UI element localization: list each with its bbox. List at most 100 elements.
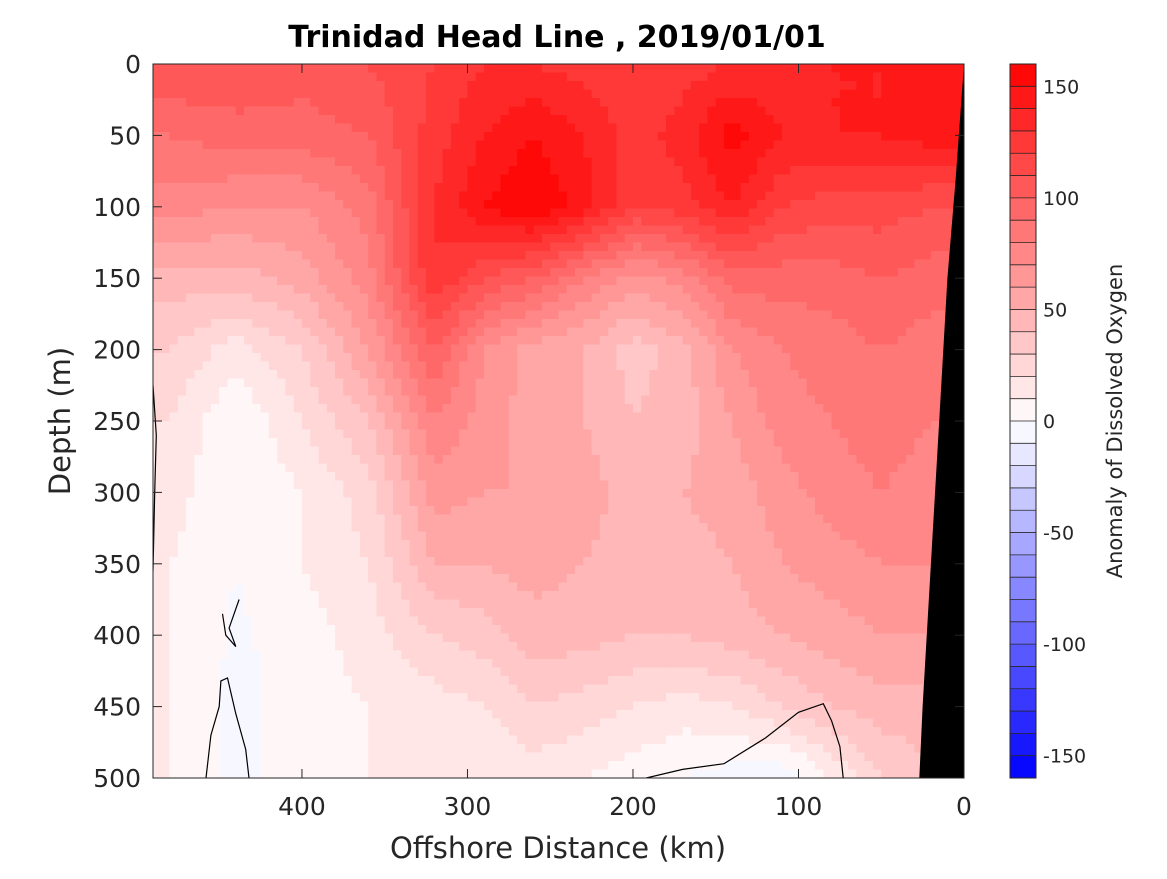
field-cell xyxy=(541,480,551,490)
field-cell xyxy=(856,472,866,482)
field-cell xyxy=(624,132,634,142)
field-cell xyxy=(740,98,750,108)
field-cell xyxy=(409,404,419,414)
field-cell xyxy=(732,327,742,337)
field-cell xyxy=(864,251,874,261)
field-cell xyxy=(260,353,270,363)
field-cell xyxy=(872,293,882,303)
field-cell xyxy=(310,429,320,439)
field-cell xyxy=(293,412,303,422)
field-cell xyxy=(872,81,882,91)
field-cell xyxy=(210,336,220,346)
field-cell xyxy=(525,421,535,431)
field-cell xyxy=(235,293,245,303)
field-cell xyxy=(649,157,659,167)
field-cell xyxy=(533,123,543,133)
field-cell xyxy=(831,455,841,465)
field-cell xyxy=(268,438,278,448)
field-cell xyxy=(798,166,808,176)
field-cell xyxy=(550,480,560,490)
field-cell xyxy=(533,259,543,269)
field-cell xyxy=(326,370,336,380)
field-cell xyxy=(715,387,725,397)
field-cell xyxy=(599,225,609,235)
field-cell xyxy=(823,234,833,244)
field-cell xyxy=(831,378,841,388)
field-cell xyxy=(500,293,510,303)
field-cell xyxy=(790,183,800,193)
field-cell xyxy=(467,293,477,303)
field-cell xyxy=(318,344,328,354)
field-cell xyxy=(235,81,245,91)
field-cell xyxy=(914,395,924,405)
field-cell xyxy=(674,404,684,414)
field-cell xyxy=(169,276,179,286)
field-cell xyxy=(922,123,932,133)
field-cell xyxy=(310,489,320,499)
field-cell xyxy=(227,149,237,159)
field-cell xyxy=(806,336,816,346)
field-cell xyxy=(310,149,320,159)
field-cell xyxy=(566,64,576,74)
field-cell xyxy=(186,166,195,176)
field-cell xyxy=(500,183,510,193)
field-cell xyxy=(450,378,460,388)
field-cell xyxy=(583,387,593,397)
field-cell xyxy=(541,72,551,82)
field-cell xyxy=(616,276,626,286)
field-cell xyxy=(484,200,493,210)
field-cell xyxy=(748,191,758,201)
field-cell xyxy=(227,123,237,133)
field-cell xyxy=(169,395,179,405)
field-cell xyxy=(401,259,411,269)
field-cell xyxy=(475,438,485,448)
field-cell xyxy=(591,310,601,320)
field-cell xyxy=(699,200,709,210)
field-cell xyxy=(384,429,394,439)
field-cell xyxy=(186,429,195,439)
field-cell xyxy=(591,438,601,448)
field-cell xyxy=(715,378,725,388)
field-cell xyxy=(484,81,493,91)
field-cell xyxy=(599,455,609,465)
field-cell xyxy=(260,242,270,252)
field-cell xyxy=(823,225,833,235)
field-cell xyxy=(426,463,435,473)
field-cell xyxy=(285,98,295,108)
field-cell xyxy=(575,310,584,320)
field-cell xyxy=(442,387,452,397)
field-cell xyxy=(906,191,915,201)
field-cell xyxy=(277,302,287,312)
field-cell xyxy=(856,353,866,363)
field-cell xyxy=(260,140,270,150)
field-cell xyxy=(682,115,692,125)
field-cell xyxy=(906,217,915,227)
field-cell xyxy=(326,327,336,337)
field-cell xyxy=(881,64,891,74)
field-cell xyxy=(765,378,775,388)
field-cell xyxy=(690,132,700,142)
field-cell xyxy=(765,217,775,227)
field-cell xyxy=(335,361,344,371)
field-cell xyxy=(359,208,369,218)
field-cell xyxy=(335,395,344,405)
field-cell xyxy=(790,89,800,99)
field-cell xyxy=(690,310,700,320)
field-cell xyxy=(285,480,295,490)
field-cell xyxy=(624,370,634,380)
field-cell xyxy=(194,361,204,371)
field-cell xyxy=(922,302,932,312)
field-cell xyxy=(724,327,733,337)
field-cell xyxy=(326,191,336,201)
field-cell xyxy=(492,200,502,210)
field-cell xyxy=(575,89,584,99)
field-cell xyxy=(277,140,287,150)
field-cell xyxy=(525,251,535,261)
field-cell xyxy=(889,353,899,363)
field-cell xyxy=(235,438,245,448)
field-cell xyxy=(715,353,725,363)
field-cell xyxy=(285,132,295,142)
field-cell xyxy=(632,166,642,176)
field-cell xyxy=(417,89,427,99)
field-cell xyxy=(533,183,543,193)
